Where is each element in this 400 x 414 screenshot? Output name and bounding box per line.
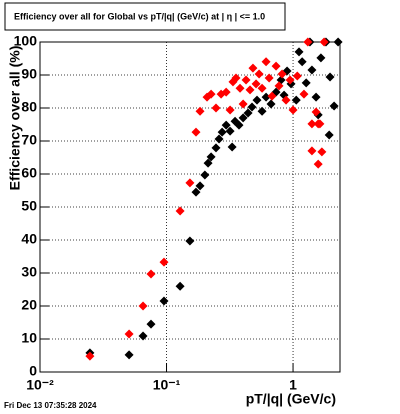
point [307, 146, 317, 156]
point [325, 72, 335, 82]
point [274, 81, 284, 91]
y-tick-label: 10 [21, 330, 37, 346]
point [251, 79, 261, 89]
point [214, 134, 224, 144]
point [317, 147, 327, 157]
point [85, 351, 95, 361]
point [221, 120, 231, 130]
point [294, 47, 304, 57]
y-tick-label: 60 [21, 165, 37, 181]
point [159, 296, 169, 306]
point [200, 170, 210, 180]
point [266, 99, 276, 109]
chart-title: Efficiency over all for Global vs pT/|q|… [14, 11, 265, 21]
point [203, 158, 213, 168]
point [138, 331, 148, 341]
point [315, 119, 325, 129]
point [291, 95, 301, 105]
point [299, 89, 309, 99]
point [185, 236, 195, 246]
point [235, 83, 245, 93]
point [217, 127, 227, 137]
point [316, 53, 326, 63]
point [227, 142, 237, 152]
point [288, 105, 298, 115]
point [254, 69, 264, 79]
footer: Fri Dec 13 07:35:28 2024 [4, 401, 97, 410]
point [313, 159, 323, 169]
point [301, 78, 311, 88]
point [281, 95, 291, 105]
point [238, 113, 248, 123]
point [319, 37, 329, 47]
point [225, 105, 235, 115]
point [241, 75, 251, 85]
y-tick-label: 100 [14, 33, 38, 49]
point [307, 65, 317, 75]
point [245, 85, 255, 95]
point [185, 178, 195, 188]
point [146, 269, 156, 279]
point [261, 92, 271, 102]
point [191, 187, 201, 197]
point [247, 102, 257, 112]
point [238, 99, 248, 109]
y-tick-label: 40 [21, 231, 37, 247]
y-tick-label: 80 [21, 99, 37, 115]
point [277, 69, 287, 79]
x-tick-label: 10⁻² [26, 377, 54, 393]
point [257, 83, 267, 93]
point [271, 61, 281, 71]
point [191, 127, 201, 137]
point [234, 120, 244, 130]
y-tick-label: 0 [29, 363, 37, 379]
y-tick-label: 50 [21, 198, 37, 214]
point [221, 87, 231, 97]
point [146, 319, 156, 329]
point [225, 126, 235, 136]
point [285, 75, 295, 85]
y-tick-label: 70 [21, 132, 37, 148]
point [257, 106, 267, 116]
x-tick-label: 1 [289, 377, 297, 393]
point [324, 130, 334, 140]
point [297, 57, 307, 67]
point [211, 143, 221, 153]
plot-frame [39, 41, 341, 373]
point [292, 71, 302, 81]
point [195, 181, 205, 191]
point [311, 107, 321, 117]
point [261, 57, 271, 67]
point [211, 103, 221, 113]
point [243, 108, 253, 118]
point [303, 37, 313, 47]
x-tick-label: 10⁻¹ [153, 377, 181, 393]
y-tick-label: 20 [21, 297, 37, 313]
point [124, 329, 134, 339]
point [307, 119, 317, 129]
point [195, 106, 205, 116]
point [175, 206, 185, 216]
point [231, 73, 241, 83]
y-axis-label: Efficiency over all (%) [7, 46, 23, 191]
x-axis-label: pT/|q| (GeV/c) [246, 391, 336, 407]
point [175, 281, 185, 291]
point [264, 73, 274, 83]
point [206, 152, 216, 162]
point [267, 91, 277, 101]
point [159, 257, 169, 267]
title-box [4, 2, 286, 31]
y-tick-label: 90 [21, 66, 37, 82]
point [252, 95, 262, 105]
point [138, 301, 148, 311]
point [311, 92, 321, 102]
point [248, 63, 258, 73]
point [206, 89, 216, 99]
point [124, 350, 134, 360]
y-tick-label: 30 [21, 264, 37, 280]
point [333, 37, 343, 47]
point [329, 101, 339, 111]
